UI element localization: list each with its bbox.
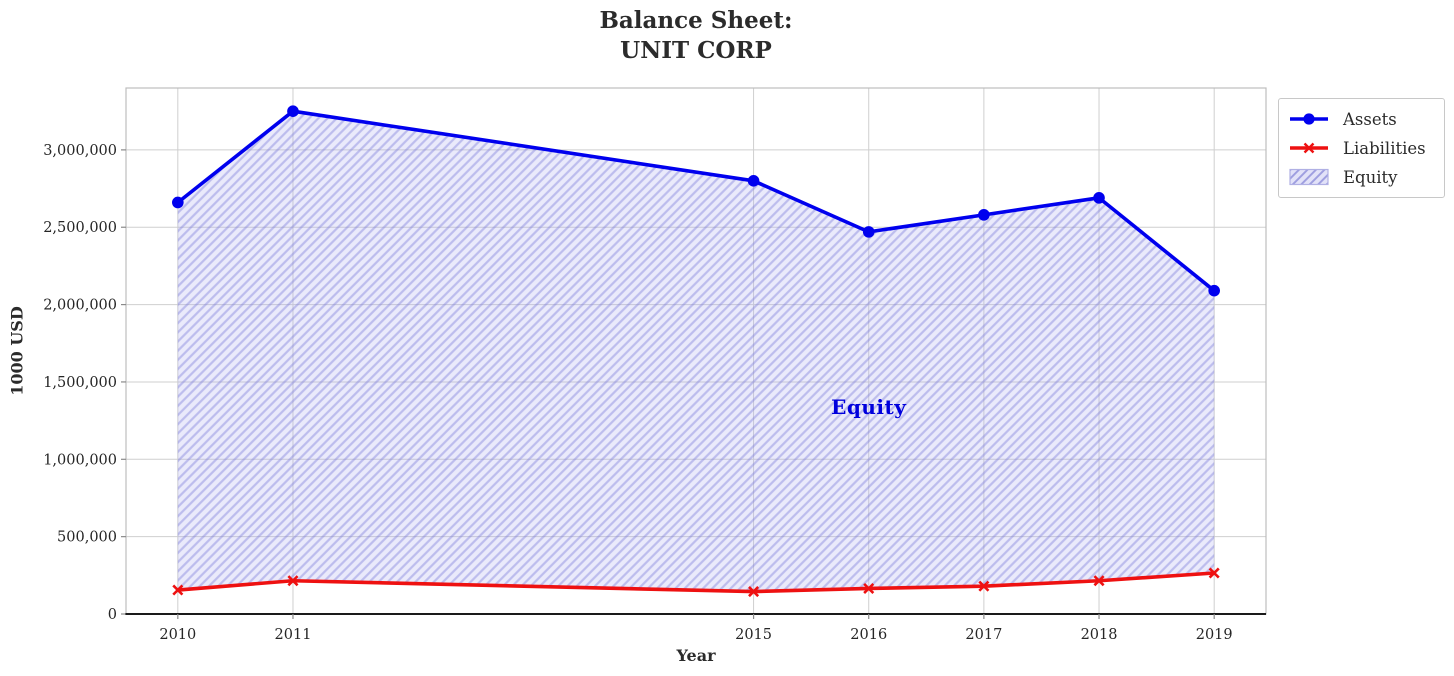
series-lines: [172, 105, 1220, 598]
y-tick-label: 500,000: [57, 530, 117, 546]
liabilities-marker: [748, 586, 760, 598]
assets-marker: [287, 105, 299, 118]
assets-marker: [172, 196, 184, 209]
y-tick-label: 1,500,000: [43, 375, 117, 391]
liabilities-marker: [1208, 567, 1220, 579]
plot-frame: [125, 87, 1267, 615]
equity-area-annotation: Equity: [831, 394, 907, 419]
x-tick-label: 2019: [1196, 627, 1233, 643]
legend-label-assets: Assets: [1343, 109, 1397, 129]
equity-area-hatch: [177, 111, 1215, 592]
x-tick-label: 2016: [850, 627, 887, 643]
chart-title-line2: UNIT CORP: [620, 37, 772, 64]
liabilities-marker: [863, 582, 875, 594]
assets-marker: [1208, 284, 1220, 297]
legend-item-equity: Equity: [1288, 164, 1435, 190]
assets-marker: [1093, 192, 1105, 204]
x-tick-label: 2018: [1081, 627, 1118, 643]
x-tick-label: 2010: [159, 627, 196, 643]
liabilities-line-marker-icon: [1290, 142, 1328, 154]
x-tick-label: 2015: [735, 627, 772, 643]
liabilities-marker: [172, 584, 184, 596]
x-tick-label: 2017: [965, 627, 1002, 643]
y-tick-label: 2,500,000: [43, 220, 117, 236]
x-tick-label: 2011: [275, 627, 312, 643]
y-tick-label: 1,000,000: [43, 452, 117, 468]
liabilities-marker: [978, 580, 990, 592]
y-tick-label: 0: [108, 607, 117, 623]
axis-ticks: [121, 149, 1215, 619]
chart-title: Balance Sheet: UNIT CORP: [126, 6, 1266, 66]
x-axis-label: Year: [676, 646, 716, 665]
tick-labels: 2010 2011 2015 2016 2017 2018 2019 0 500,000 1,00…: [43, 143, 1232, 643]
assets-marker: [747, 175, 760, 187]
liabilities-marker: [1093, 575, 1105, 587]
y-tick-label: 2,000,000: [43, 298, 117, 314]
chart-title-line1: Balance Sheet:: [599, 7, 793, 34]
legend-label-liabilities: Liabilities: [1343, 138, 1426, 158]
legend: Assets Liabilities Equity: [1278, 98, 1445, 198]
assets-line-marker-icon: [1290, 113, 1328, 125]
assets-marker: [978, 209, 990, 221]
legend-item-assets: Assets: [1288, 106, 1435, 132]
legend-item-liabilities: Liabilities: [1288, 135, 1435, 161]
assets-marker: [862, 226, 875, 238]
liabilities-marker: [287, 575, 299, 587]
y-tick-label: 3,000,000: [43, 143, 117, 159]
legend-label-equity: Equity: [1343, 167, 1398, 187]
equity-area: [177, 111, 1215, 592]
equity-hatch-swatch-icon: [1289, 168, 1329, 186]
